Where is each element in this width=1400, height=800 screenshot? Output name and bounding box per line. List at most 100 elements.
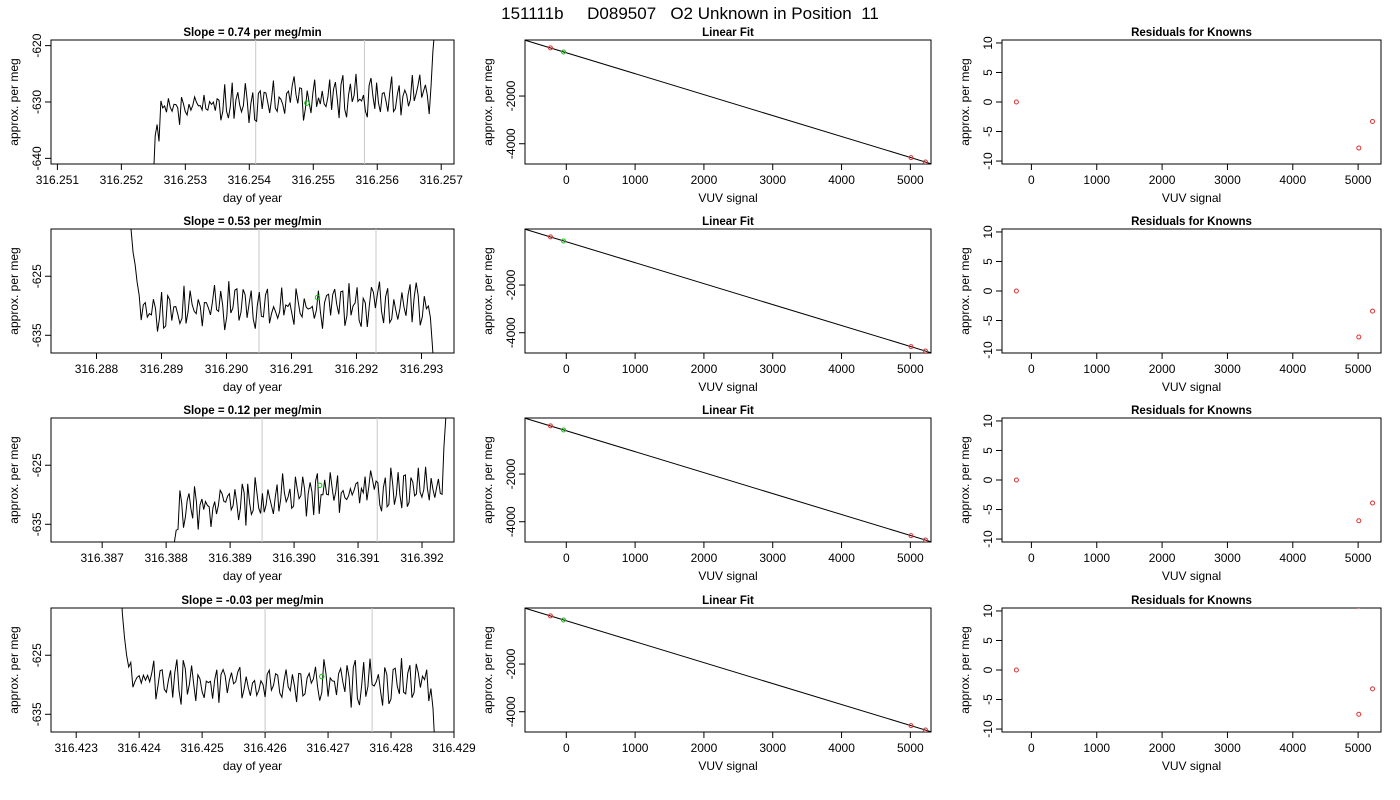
residual-point — [1370, 118, 1376, 124]
x-tick-label: 1000 — [1083, 741, 1110, 755]
x-tick-label: 316.392 — [400, 551, 444, 565]
known-point — [908, 723, 914, 729]
plot-area — [525, 229, 931, 353]
plot-frame — [50, 607, 455, 733]
y-axis-label: approx. per meg — [7, 436, 21, 523]
panel-residuals-1: Residuals for Knowns 0 1000 2000 3000 4000 500… — [958, 27, 1382, 205]
x-tick-label: 316.428 — [369, 741, 413, 755]
plot-title: Linear Fit — [702, 405, 754, 417]
x-tick-label: 4000 — [1279, 362, 1306, 376]
x-tick-label: 316.257 — [420, 173, 464, 187]
plot-area — [153, 40, 435, 164]
x-tick-label: 316.388 — [144, 551, 188, 565]
x-tick-label: 316.288 — [75, 362, 119, 376]
x-axis-label: day of year — [223, 380, 282, 394]
plot-title: Slope = 0.12 per meg/min — [183, 405, 321, 417]
unknown-point — [561, 427, 567, 433]
x-tick-label: 316.255 — [292, 173, 336, 187]
y-tick-label: -10 — [981, 530, 995, 548]
x-tick-label: 0 — [1028, 173, 1035, 187]
x-tick-label: 0 — [1028, 551, 1035, 565]
unknown-point — [561, 238, 567, 244]
y-tick-label: -635 — [30, 323, 44, 347]
x-tick-label: 316.426 — [243, 741, 287, 755]
x-tick-label: 5000 — [1345, 362, 1372, 376]
y-axis-label: approx. per meg — [481, 626, 495, 713]
fit-line — [525, 608, 931, 732]
y-tick-label: 10 — [981, 604, 995, 618]
unknown-marker — [319, 673, 325, 680]
y-axis-label: approx. per meg — [481, 58, 495, 145]
plot-frame — [1001, 607, 1382, 733]
panel-residuals-3: Residuals for Knowns 0 1000 2000 3000 4000 500… — [958, 405, 1382, 583]
panel-linear-fit-2: Linear Fit 0 1000 2000 3000 4000 5000 -4000 -200… — [481, 216, 932, 394]
residual-point — [1013, 477, 1019, 483]
plot-title: Linear Fit — [702, 595, 754, 607]
plot-frame — [50, 228, 455, 354]
x-tick-label: 3000 — [1214, 551, 1241, 565]
residual-point — [1370, 500, 1376, 506]
plot-frame — [524, 417, 932, 543]
x-tick-label: 3000 — [759, 551, 786, 565]
x-tick-label: 316.256 — [356, 173, 400, 187]
x-tick-label: 316.254 — [228, 173, 272, 187]
data-trace — [121, 608, 435, 732]
y-tick-label: -620 — [30, 33, 44, 57]
y-tick-label: -625 — [30, 643, 44, 667]
residual-point — [1013, 667, 1019, 673]
x-tick-label: 0 — [1028, 362, 1035, 376]
plot-title: Slope = -0.03 per meg/min — [181, 595, 323, 607]
unknown-marker — [314, 294, 321, 301]
known-point — [908, 344, 914, 350]
fit-line — [525, 229, 931, 353]
x-tick-label: 4000 — [1279, 741, 1306, 755]
plot-title: Slope = 0.53 per meg/min — [183, 216, 321, 228]
x-axis-label: VUV signal — [698, 191, 757, 205]
y-tick-label: -4000 — [504, 506, 518, 537]
y-tick-label: 5 — [981, 258, 995, 265]
y-axis-label: approx. per meg — [7, 626, 21, 713]
x-tick-label: 4000 — [828, 741, 855, 755]
plot-frame — [1001, 417, 1382, 543]
x-tick-label: 2000 — [691, 362, 718, 376]
x-axis-label: VUV signal — [1162, 191, 1221, 205]
x-tick-label: 316.425 — [180, 741, 224, 755]
x-tick-label: 316.427 — [306, 741, 350, 755]
plot-frame — [524, 228, 932, 354]
y-tick-label: 10 — [981, 36, 995, 50]
residual-point — [1013, 288, 1019, 294]
x-axis-label: VUV signal — [1162, 380, 1221, 394]
x-tick-label: 1000 — [622, 362, 649, 376]
x-tick-label: 0 — [563, 551, 570, 565]
known-point — [922, 727, 928, 732]
plot-area — [1013, 99, 1376, 151]
residual-point — [1357, 608, 1361, 609]
panel-residuals-2: Residuals for Knowns 0 1000 2000 3000 4000 500… — [958, 216, 1382, 394]
x-tick-label: 2000 — [691, 741, 718, 755]
residual-point — [1370, 686, 1376, 692]
panel-linear-fit-3: Linear Fit 0 1000 2000 3000 4000 5000 -4000 -200… — [481, 405, 932, 583]
unknown-point — [561, 49, 567, 55]
x-tick-label: 5000 — [897, 173, 924, 187]
panel-time-series-4: Slope = -0.03 per meg/min 316.423 316.424 3… — [7, 595, 476, 773]
plot-area — [525, 418, 931, 542]
x-tick-label: 316.423 — [54, 741, 98, 755]
fit-line — [525, 418, 931, 542]
x-tick-label: 2000 — [691, 551, 718, 565]
x-tick-label: 0 — [563, 173, 570, 187]
x-tick-label: 1000 — [622, 551, 649, 565]
x-axis-label: day of year — [223, 759, 282, 773]
plot-frame — [50, 417, 455, 543]
x-tick-label: 5000 — [897, 362, 924, 376]
plot-frame — [524, 607, 932, 733]
y-axis-label: approx. per meg — [7, 58, 21, 145]
plot-title: Residuals for Knowns — [1131, 405, 1252, 417]
y-axis-label: approx. per meg — [958, 436, 972, 523]
plot-title: Slope = 0.74 per meg/min — [183, 27, 321, 39]
panel-time-series-1: Slope = 0.74 per meg/min 316.251 316.252 31… — [7, 27, 463, 205]
plot-area — [1013, 477, 1376, 524]
y-tick-label: -635 — [30, 512, 44, 536]
y-tick-label: -635 — [30, 702, 44, 726]
x-axis-label: day of year — [223, 191, 282, 205]
panel-time-series-3: Slope = 0.12 per meg/min 316.387 316.388 31… — [7, 405, 455, 583]
